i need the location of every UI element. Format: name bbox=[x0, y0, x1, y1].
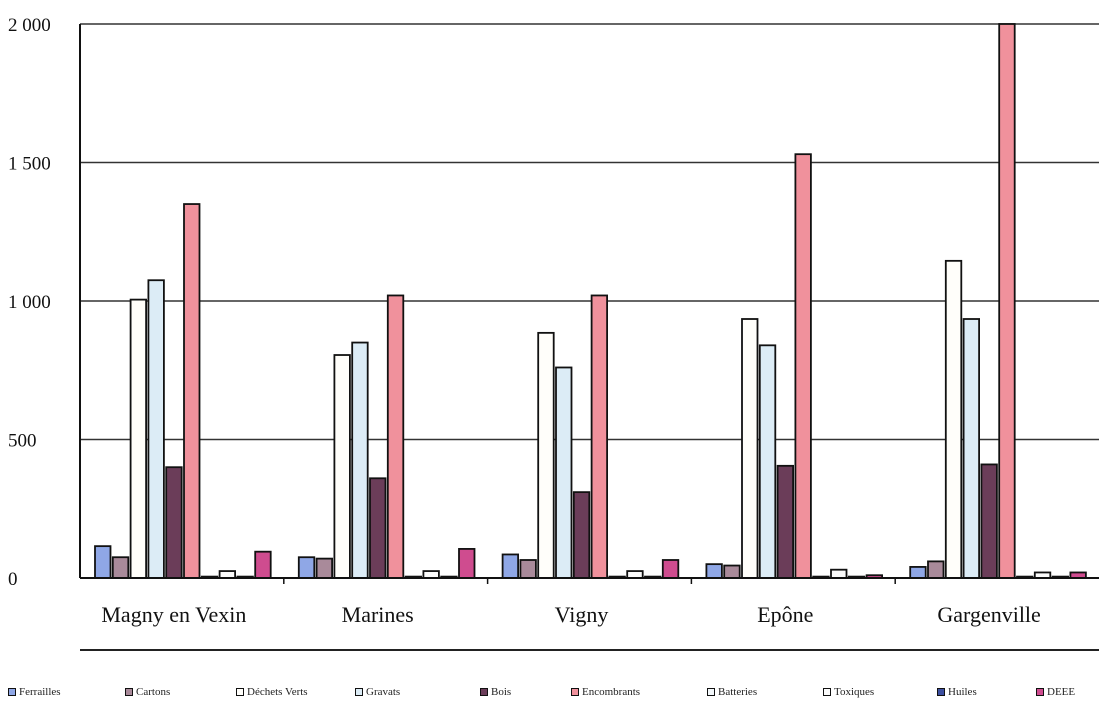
axes bbox=[79, 24, 1099, 651]
legend-item: Déchets Verts bbox=[236, 686, 308, 698]
bar-bois bbox=[165, 466, 183, 579]
legend-swatch bbox=[355, 688, 363, 696]
bar-bois bbox=[776, 464, 794, 579]
legend-label: DEEE bbox=[1047, 686, 1076, 698]
bar-bois bbox=[369, 477, 387, 579]
legend-item: Cartons bbox=[125, 686, 170, 698]
y-tick-label: 500 bbox=[8, 431, 37, 452]
legend-label: Toxiques bbox=[834, 686, 875, 698]
legend-item: Encombrants bbox=[571, 686, 640, 698]
bar-d-chets-verts bbox=[741, 318, 759, 579]
legend-label: Déchets Verts bbox=[247, 686, 308, 698]
legend-swatch bbox=[707, 688, 715, 696]
bar-toxiques bbox=[218, 570, 237, 579]
legend: Ferrailles Cartons Déchets Verts Gravats Boi… bbox=[0, 686, 1099, 708]
legend-label: Ferrailles bbox=[19, 686, 61, 698]
x-axis-categories: Magny en Vexin Marines Vigny Epône Gargenvil… bbox=[101, 602, 1040, 627]
legend-label: Cartons bbox=[136, 686, 171, 698]
category-label: Magny en Vexin bbox=[101, 602, 246, 627]
bar-encombrants bbox=[386, 294, 405, 579]
bar-ferrailles bbox=[297, 556, 316, 579]
category-label: Vigny bbox=[555, 602, 609, 627]
bar-toxiques bbox=[422, 570, 440, 579]
bar-gravats bbox=[962, 318, 980, 579]
legend-item: Bois bbox=[480, 686, 511, 698]
bar-gravats bbox=[147, 279, 165, 579]
y-tick-label: 0 bbox=[8, 569, 18, 590]
legend-label: Encombrants bbox=[582, 686, 641, 698]
bar-encombrants bbox=[183, 203, 201, 579]
legend-swatch bbox=[125, 688, 133, 696]
legend-label: Huiles bbox=[948, 686, 977, 698]
bar-gravats bbox=[758, 344, 777, 579]
bar-encombrants bbox=[794, 153, 812, 579]
bar-ferrailles bbox=[705, 563, 723, 579]
bar-deee bbox=[458, 548, 476, 579]
y-tick-label: 2 000 bbox=[8, 15, 51, 36]
bar-d-chets-verts bbox=[537, 331, 555, 579]
bar-d-chets-verts bbox=[944, 259, 963, 579]
bar-ferrailles bbox=[94, 545, 112, 579]
legend-swatch bbox=[480, 688, 488, 696]
bar-encombrants bbox=[590, 294, 608, 579]
legend-item: Toxiques bbox=[823, 686, 874, 698]
legend-swatch bbox=[937, 688, 945, 696]
legend-item: Gravats bbox=[355, 686, 400, 698]
y-tick-label: 1 000 bbox=[8, 292, 51, 313]
y-tick-label: 1 500 bbox=[8, 154, 51, 175]
bar-cartons bbox=[723, 564, 741, 579]
bar-cartons bbox=[315, 557, 334, 579]
legend-item: Huiles bbox=[937, 686, 977, 698]
legend-swatch bbox=[8, 688, 16, 696]
legend-item: Ferrailles bbox=[8, 686, 61, 698]
bar-toxiques bbox=[830, 568, 848, 579]
category-label: Marines bbox=[342, 602, 414, 627]
bar-toxiques bbox=[626, 570, 644, 579]
legend-swatch bbox=[823, 688, 831, 696]
bar-deee bbox=[661, 559, 680, 579]
bar-bois bbox=[572, 491, 591, 579]
bar-deee bbox=[254, 550, 272, 579]
y-axis-ticks: 0 500 1 000 1 500 2 000 bbox=[8, 15, 51, 590]
bar-d-chets-verts bbox=[129, 298, 148, 579]
legend-item: Batteries bbox=[707, 686, 757, 698]
bar-ferrailles bbox=[501, 553, 520, 579]
bar-cartons bbox=[927, 560, 945, 579]
legend-label: Bois bbox=[491, 686, 512, 698]
bar-cartons bbox=[111, 556, 130, 579]
gridlines bbox=[80, 23, 1099, 441]
bar-cartons bbox=[519, 559, 537, 579]
legend-label: Batteries bbox=[718, 686, 758, 698]
bar-gravats bbox=[555, 366, 573, 579]
category-label: Epône bbox=[757, 602, 813, 627]
bar-ferrailles bbox=[909, 566, 927, 579]
legend-swatch bbox=[236, 688, 244, 696]
bar-encombrants bbox=[998, 23, 1016, 579]
bar-d-chets-verts bbox=[333, 354, 351, 579]
legend-swatch bbox=[571, 688, 579, 696]
bar-chart: 0 500 1 000 1 500 2 000 Magny en Vexin Marine… bbox=[8, 15, 1099, 651]
legend-swatch bbox=[1036, 688, 1044, 696]
category-label: Gargenville bbox=[937, 602, 1040, 627]
legend-item: DEEE bbox=[1036, 686, 1075, 698]
bar-bois bbox=[980, 463, 998, 579]
bar-gravats bbox=[351, 341, 369, 579]
legend-label: Gravats bbox=[366, 686, 401, 698]
